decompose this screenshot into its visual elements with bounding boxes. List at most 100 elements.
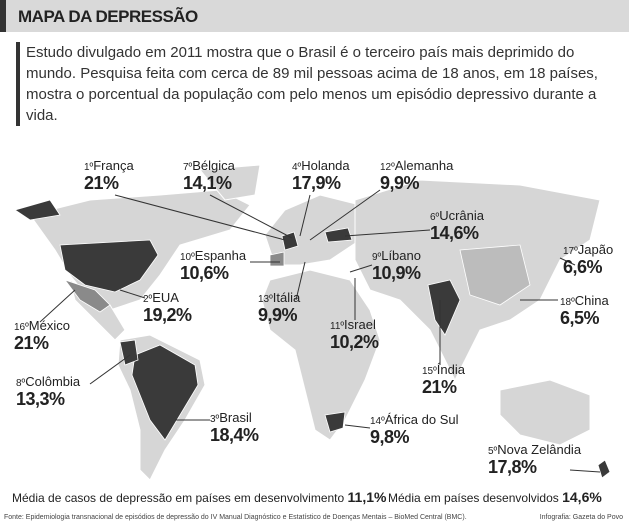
country-name-text: Espanha [194,248,247,263]
country-value: 10,9% [372,263,421,283]
leader-line [209,194,293,239]
country-name: 10ºEspanha [180,248,246,263]
brazil [131,344,199,441]
country-label: 16ºMéxico 21% [14,318,70,354]
country-rank: 5º [488,446,498,457]
country-name-text: Israel [344,317,376,332]
country-name-text: África do Sul [384,412,459,427]
country-rank: 2º [143,294,153,305]
country-value: 17,9% [292,173,341,193]
country-label: 7ºBélgica 14,1% [183,158,235,194]
country-value: 19,2% [143,305,192,325]
country-label: 17ºJapão 6,6% [563,242,613,278]
country-rank: 15º [422,366,437,377]
country-rank: 9º [372,252,382,263]
country-label: 6ºUcrânia 14,6% [430,208,484,244]
country-name: 3ºBrasil [210,410,259,425]
country-rank: 4º [292,162,302,173]
country-name: 14ºÁfrica do Sul [370,412,458,427]
intro: Estudo divulgado em 2011 mostra que o Br… [16,42,621,126]
country-value: 9,8% [370,427,410,447]
leader-line [344,229,431,237]
average-label: Média de casos de depressão em países em… [12,491,345,505]
country-value: 14,6% [430,223,479,243]
country-rank: 12º [380,162,395,173]
average: Média em países desenvolvidos 14,6% [388,489,602,505]
country-name-text: Ucrânia [439,208,485,223]
leader-line [119,289,146,299]
average-value: 14,6% [562,489,602,505]
country-name: 5ºNova Zelândia [488,442,581,457]
country-value: 13,3% [16,389,65,409]
country-label: 12ºAlemanha 9,9% [380,158,453,194]
leader-line [309,189,381,241]
country-label: 3ºBrasil 18,4% [210,410,259,446]
country-value: 6,5% [560,308,600,328]
leader-line [114,194,286,241]
country-value: 14,1% [183,173,232,193]
country-name-text: Holanda [301,158,350,173]
country-label: 5ºNova Zelândia 17,8% [488,442,581,478]
country-name-text: Bélgica [192,158,235,173]
country-name-text: Líbano [381,248,421,263]
country-rank: 8º [16,378,26,389]
country-label: 8ºColômbia 13,3% [16,374,80,410]
country-name: 7ºBélgica [183,158,235,173]
country-name-text: México [28,318,70,333]
country-rank: 3º [210,414,220,425]
country-label: 2ºEUA 19,2% [143,290,192,326]
country-label: 18ºChina 6,5% [560,293,609,329]
country-name-text: Japão [577,242,614,257]
ukraine [324,227,353,243]
country-name: 15ºÍndia [422,362,465,377]
country-value: 6,6% [563,257,603,277]
country-value: 21% [84,173,119,193]
india [427,279,461,336]
country-name-text: Brasil [219,410,252,425]
country-rank: 10º [180,252,195,263]
source: Fonte: Epidemiologia transnacional de ep… [4,514,467,521]
country-name-text: Alemanha [394,158,454,173]
australia [499,379,591,446]
country-label: 9ºLíbano 10,9% [372,248,421,284]
leader-line [569,469,601,473]
new-zealand [597,459,611,479]
country-name: 9ºLíbano [372,248,421,263]
country-value: 18,4% [210,425,259,445]
leader-line [299,194,311,237]
country-value: 9,9% [380,173,420,193]
country-rank: 6º [430,212,440,223]
title-bar: MAPA DA DEPRESSÃO [0,0,629,32]
leader-line [349,264,373,273]
country-label: 11ºIsrael 10,2% [330,317,379,353]
country-label: 15ºÍndia 21% [422,362,465,398]
country-rank: 14º [370,416,385,427]
china [459,244,531,306]
country-name-text: EUA [152,290,179,305]
country-value: 10,6% [180,263,229,283]
country-label: 13ºItália 9,9% [258,290,300,326]
country-value: 10,2% [330,332,379,352]
country-rank: 13º [258,294,273,305]
country-name: 6ºUcrânia [430,208,484,223]
country-name-text: França [93,158,134,173]
country-value: 17,8% [488,457,537,477]
country-name: 13ºItália [258,290,300,305]
country-name: 12ºAlemanha [380,158,453,173]
france [281,231,299,251]
average-label: Média em países desenvolvidos [388,491,559,505]
average: Média de casos de depressão em países em… [12,489,386,505]
south-africa [324,411,346,433]
leader-line [39,289,76,323]
country-name-text: Índia [436,362,465,377]
country-name: 16ºMéxico [14,318,70,333]
country-value: 21% [14,333,49,353]
country-name: 8ºColômbia [16,374,80,389]
country-name-text: Itália [272,290,301,305]
country-name: 11ºIsrael [330,317,379,332]
title: MAPA DA DEPRESSÃO [18,7,198,26]
leader-line [344,424,371,429]
country-rank: 18º [560,297,575,308]
